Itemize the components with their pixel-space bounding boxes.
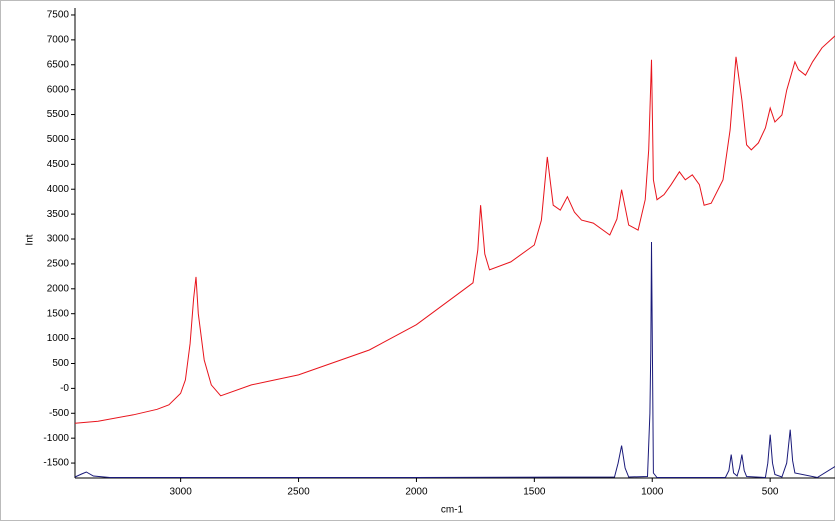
y-tick-label: -500 [49, 408, 69, 419]
x-tick-label: 1500 [523, 487, 546, 498]
x-tick-label: 2000 [405, 487, 428, 498]
y-tick-label: 4000 [47, 184, 70, 195]
y-tick-label: 5000 [47, 134, 70, 145]
x-tick-label: 500 [762, 487, 779, 498]
y-tick-label: 7500 [47, 10, 70, 21]
y-tick-label: 2500 [47, 259, 70, 270]
y-tick-label: 2000 [47, 283, 70, 294]
x-tick-label: 3000 [170, 487, 193, 498]
y-tick-label: 5500 [47, 109, 70, 120]
spectrum-line [74, 241, 835, 479]
y-tick-label: -1000 [43, 433, 69, 444]
y-tick-label: 4500 [47, 159, 70, 170]
y-tick-label: 1500 [47, 308, 70, 319]
y-tick-label: 6500 [47, 59, 70, 70]
x-axis-label: cm-1 [441, 505, 464, 516]
y-tick-label: -1500 [43, 458, 69, 469]
y-tick-label: 500 [52, 358, 69, 369]
y-axis-label: Int [25, 234, 36, 245]
y-tick-label: 3500 [47, 209, 70, 220]
y-tick-label: 3000 [47, 234, 70, 245]
y-tick-label: -0 [60, 383, 69, 394]
x-tick-label: 2500 [287, 487, 310, 498]
spectrum-line [74, 35, 835, 424]
y-tick-label: 6000 [47, 84, 70, 95]
x-tick-label: 1000 [641, 487, 664, 498]
y-tick-label: 7000 [47, 35, 70, 46]
y-tick-label: 1000 [47, 333, 70, 344]
